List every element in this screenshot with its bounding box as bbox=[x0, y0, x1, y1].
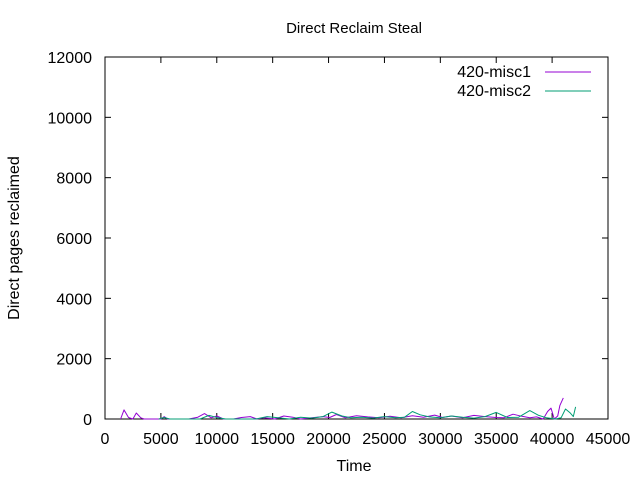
plot-border bbox=[104, 56, 609, 420]
x-tick-label: 35000 bbox=[474, 431, 519, 448]
y-tick-label: 6000 bbox=[56, 231, 92, 248]
legend-label: 420-misc1 bbox=[457, 64, 531, 81]
x-tick-label: 5000 bbox=[143, 431, 179, 448]
series-line-420-misc2 bbox=[158, 406, 577, 420]
plot-area: 0 5000 10000 15000 20000 25000 30000 35000 40000… bbox=[48, 50, 631, 448]
x-axis-label: Time bbox=[337, 458, 372, 475]
chart-title: Direct Reclaim Steal bbox=[286, 20, 422, 37]
x-tick-label: 40000 bbox=[530, 431, 575, 448]
y-tick-label: 10000 bbox=[48, 110, 93, 127]
x-tick-label: 0 bbox=[101, 431, 110, 448]
x-tick-label: 25000 bbox=[362, 431, 407, 448]
x-tick-label: 20000 bbox=[306, 431, 351, 448]
y-tick-label: 8000 bbox=[56, 171, 92, 188]
y-tick-label: 12000 bbox=[48, 50, 93, 67]
y-tick-label: 0 bbox=[83, 412, 92, 429]
legend-label: 420-misc2 bbox=[457, 83, 531, 100]
y-axis-label: Direct pages reclaimed bbox=[6, 156, 23, 320]
x-tick-label: 15000 bbox=[250, 431, 295, 448]
x-tick-label: 45000 bbox=[586, 431, 631, 448]
y-tick-label: 2000 bbox=[56, 352, 92, 369]
x-tick-label: 30000 bbox=[418, 431, 463, 448]
y-tick-label: 4000 bbox=[56, 291, 92, 308]
x-tick-label: 10000 bbox=[195, 431, 240, 448]
